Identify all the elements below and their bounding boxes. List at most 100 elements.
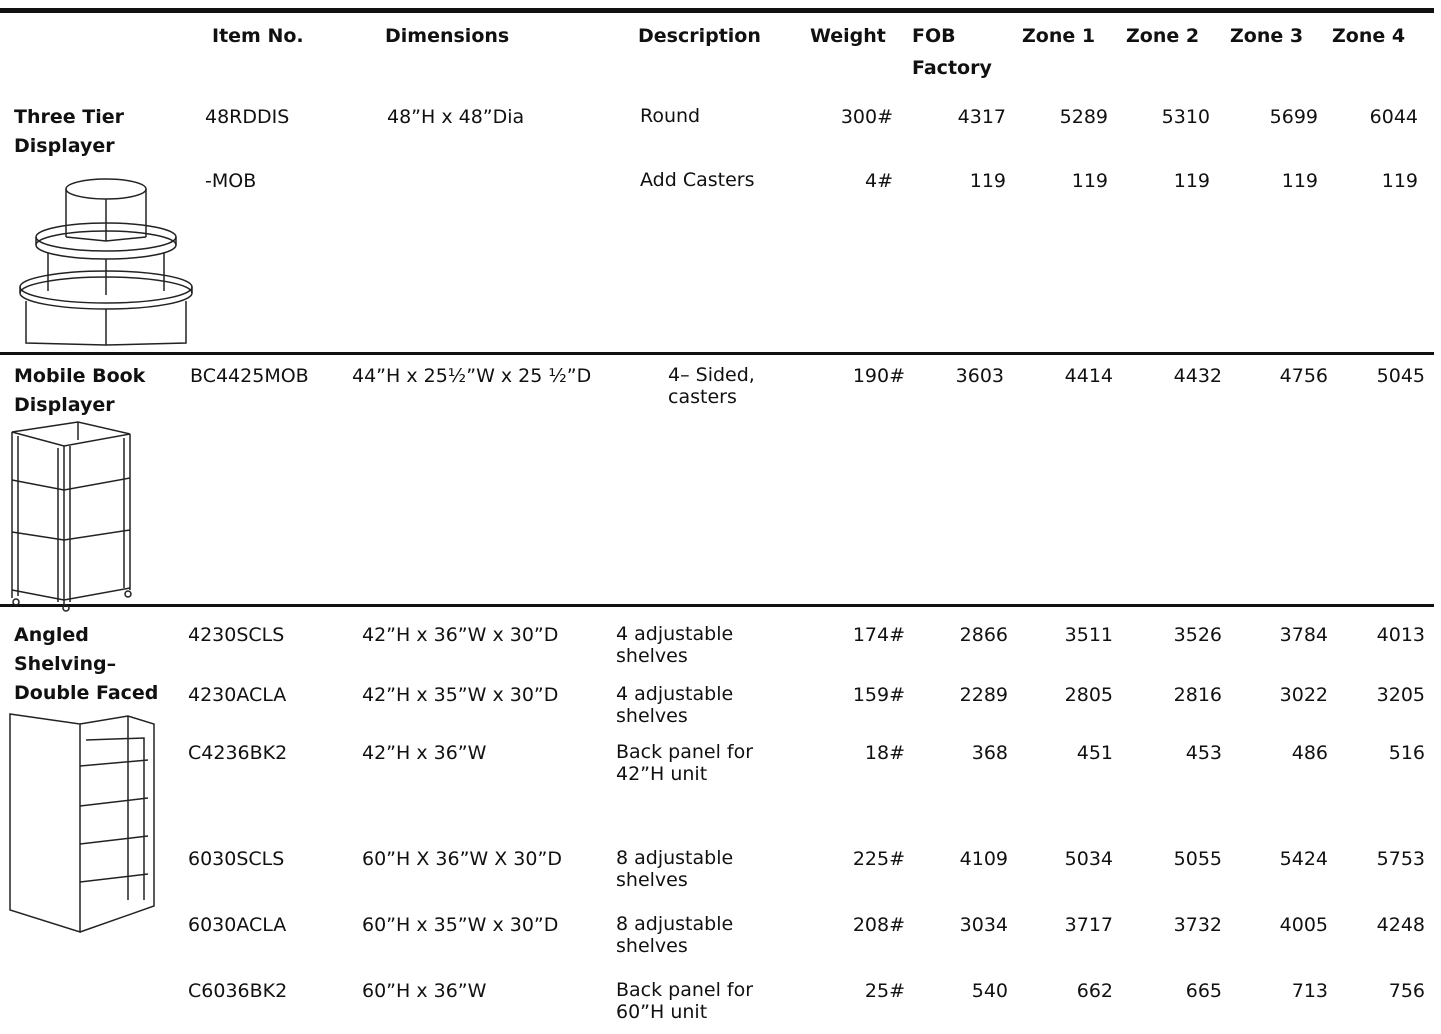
price: 368 — [971, 742, 1008, 764]
description: Round — [640, 105, 701, 127]
weight: 159# — [852, 684, 905, 706]
column-header: Zone 1 — [1022, 25, 1096, 47]
price: 3034 — [959, 914, 1008, 936]
price: 3717 — [1064, 914, 1113, 936]
group-name: Shelving– — [14, 653, 117, 675]
price: 119 — [1381, 170, 1418, 192]
dimensions: 60”H X 36”W X 30”D — [362, 848, 562, 870]
group-name: Mobile Book — [14, 365, 146, 387]
weight: 174# — [852, 624, 905, 646]
price: 5424 — [1279, 848, 1328, 870]
price: 119 — [969, 170, 1006, 192]
price: 453 — [1185, 742, 1222, 764]
weight: 208# — [852, 914, 905, 936]
price: 756 — [1388, 980, 1425, 1002]
price: 4756 — [1279, 365, 1328, 387]
weight: 300# — [840, 106, 893, 128]
dimensions: 42”H x 35”W x 30”D — [362, 684, 559, 706]
description: 8 adjustable shelves — [616, 847, 734, 891]
price: 665 — [1185, 980, 1222, 1002]
price: 4109 — [959, 848, 1008, 870]
price: 3603 — [955, 365, 1004, 387]
item-number: BC4425MOB — [190, 365, 309, 387]
price: 4248 — [1376, 914, 1425, 936]
description: 4 adjustable shelves — [616, 623, 734, 667]
dimensions: 42”H x 36”W — [362, 742, 487, 764]
angled-shelving-illustration — [9, 713, 155, 934]
item-number: C4236BK2 — [188, 742, 288, 764]
group-name: Displayer — [14, 394, 115, 416]
weight: 25# — [864, 980, 905, 1002]
price: 662 — [1076, 980, 1113, 1002]
description: Back panel for 42”H unit — [616, 741, 754, 785]
price: 451 — [1076, 742, 1113, 764]
column-header: Zone 2 — [1126, 25, 1200, 47]
price: 4432 — [1173, 365, 1222, 387]
price: 4317 — [957, 106, 1006, 128]
description: 4– Sided, casters — [668, 364, 755, 408]
price: 2805 — [1064, 684, 1113, 706]
price: 5310 — [1161, 106, 1210, 128]
price: 516 — [1388, 742, 1425, 764]
group-rule — [0, 352, 1434, 355]
dimensions: 60”H x 35”W x 30”D — [362, 914, 559, 936]
tiered-displayer-illustration — [19, 178, 193, 346]
group-name: Double Faced — [14, 682, 159, 704]
price: 2866 — [959, 624, 1008, 646]
dimensions: 42”H x 36”W x 30”D — [362, 624, 559, 646]
price: 5699 — [1269, 106, 1318, 128]
column-header: Zone 4 — [1332, 25, 1406, 47]
price: 119 — [1071, 170, 1108, 192]
column-header: Zone 3 — [1230, 25, 1304, 47]
description: Back panel for 60”H unit — [616, 979, 754, 1023]
price: 3526 — [1173, 624, 1222, 646]
column-header: Dimensions — [385, 25, 510, 47]
price: 4005 — [1279, 914, 1328, 936]
price: 5045 — [1376, 365, 1425, 387]
price: 5289 — [1059, 106, 1108, 128]
item-number: 4230SCLS — [188, 624, 285, 646]
price: 2289 — [959, 684, 1008, 706]
price: 119 — [1281, 170, 1318, 192]
group-name: Angled — [14, 624, 89, 646]
item-number: -MOB — [205, 170, 257, 192]
price: 3732 — [1173, 914, 1222, 936]
price: 713 — [1291, 980, 1328, 1002]
dimensions: 48”H x 48”Dia — [387, 106, 525, 128]
price: 5034 — [1064, 848, 1113, 870]
dimensions: 60”H x 36”W — [362, 980, 487, 1002]
price: 6044 — [1369, 106, 1418, 128]
price: 3784 — [1279, 624, 1328, 646]
column-header: Item No. — [212, 25, 304, 47]
item-number: 6030ACLA — [188, 914, 287, 936]
column-header: FOB Factory — [912, 25, 992, 79]
group-name: Three Tier — [14, 106, 124, 128]
description: Add Casters — [640, 169, 755, 191]
book-displayer-illustration — [11, 421, 132, 612]
item-number: 4230ACLA — [188, 684, 287, 706]
price: 2816 — [1173, 684, 1222, 706]
weight: 18# — [864, 742, 905, 764]
price: 5753 — [1376, 848, 1425, 870]
weight: 225# — [852, 848, 905, 870]
dimensions: 44”H x 25½”W x 25 ½”D — [352, 365, 592, 387]
top-rule — [0, 8, 1434, 13]
price: 3205 — [1376, 684, 1425, 706]
column-header: Description — [638, 25, 761, 47]
price: 4414 — [1064, 365, 1113, 387]
price: 486 — [1291, 742, 1328, 764]
group-rule — [0, 604, 1434, 607]
column-header: Weight — [810, 25, 886, 47]
item-number: 48RDDIS — [205, 106, 290, 128]
price: 540 — [971, 980, 1008, 1002]
group-name: Displayer — [14, 135, 115, 157]
price: 119 — [1173, 170, 1210, 192]
weight: 4# — [864, 170, 893, 192]
item-number: C6036BK2 — [188, 980, 288, 1002]
price: 3511 — [1064, 624, 1113, 646]
weight: 190# — [852, 365, 905, 387]
price: 4013 — [1376, 624, 1425, 646]
description: 4 adjustable shelves — [616, 683, 734, 727]
description: 8 adjustable shelves — [616, 913, 734, 957]
